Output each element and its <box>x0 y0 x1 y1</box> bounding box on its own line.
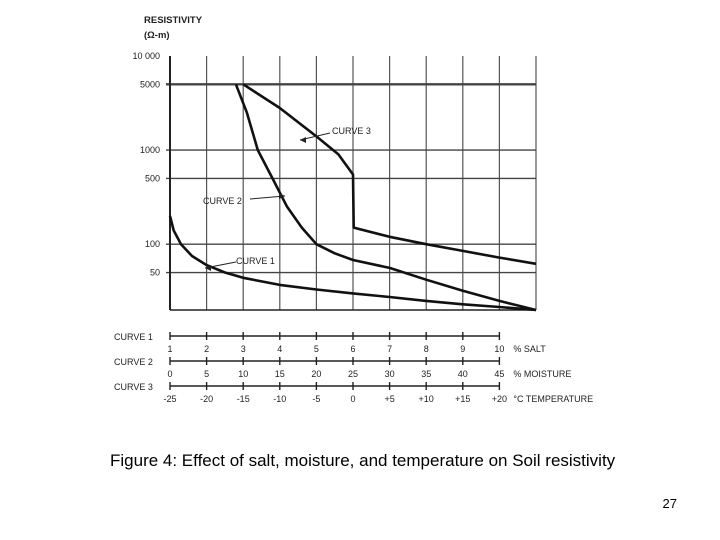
series-line-curve-2 <box>234 83 537 312</box>
x-tick-label: 10 <box>494 344 504 354</box>
y-tick-label: 50 <box>150 268 160 278</box>
chart-series: CURVE 1 CURVE 2 CURVE 3 <box>168 83 537 312</box>
y-axis-title: RESISTIVITY <box>144 15 203 26</box>
x-tick-label: +15 <box>455 394 470 404</box>
x-tick-label: 0 <box>350 394 355 404</box>
x-tick-label: -5 <box>312 394 320 404</box>
figure-caption: Figure 4: Effect of salt, moisture, and … <box>110 451 616 470</box>
x-tick-label: -25 <box>163 394 176 404</box>
x-tick-label: 5 <box>204 369 209 379</box>
series-line-curve-1 <box>168 215 537 312</box>
x-tick-label: 15 <box>275 369 285 379</box>
y-tick-label: 5000 <box>140 79 160 89</box>
x-tick-label: -20 <box>200 394 213 404</box>
x-tick-label: 25 <box>348 369 358 379</box>
series-line-curve-3 <box>242 83 537 266</box>
y-tick-label: 10 000 <box>132 51 160 61</box>
y-tick-label: 500 <box>145 173 160 183</box>
x-tick-label: +20 <box>492 394 507 404</box>
arrow-head-icon <box>205 265 211 271</box>
x-tick-label: 45 <box>494 369 504 379</box>
resistivity-chart: RESISTIVITY (Ω-m) 10 0005000100050010050… <box>114 15 593 404</box>
y-tick-label: 100 <box>145 239 160 249</box>
x-tick-label: 6 <box>350 344 355 354</box>
x-tick-label: +10 <box>419 394 434 404</box>
x-tick-label: 3 <box>241 344 246 354</box>
x-tick-label: 40 <box>458 369 468 379</box>
x-axis-name: CURVE 2 <box>114 357 153 367</box>
x-tick-label: +5 <box>384 394 394 404</box>
x-axis-unit-label: °C TEMPERATURE <box>513 394 593 404</box>
x-tick-label: 7 <box>387 344 392 354</box>
page-number: 27 <box>662 496 677 511</box>
arrow-head-icon <box>300 137 306 143</box>
x-tick-label: 5 <box>314 344 319 354</box>
x-axis-unit-label: % SALT <box>513 344 546 354</box>
x-tick-label: 4 <box>277 344 282 354</box>
x-tick-label: 20 <box>311 369 321 379</box>
x-tick-label: -15 <box>237 394 250 404</box>
x-tick-label: 10 <box>238 369 248 379</box>
arrow-head-icon <box>279 193 285 199</box>
x-tick-label: 1 <box>167 344 172 354</box>
chart-grid <box>166 56 537 311</box>
x-tick-label: 8 <box>424 344 429 354</box>
x-tick-label: 30 <box>385 369 395 379</box>
y-axis: RESISTIVITY (Ω-m) 10 000 5000 1000 500 100 50 <box>132 15 202 278</box>
curve-label: CURVE 2 <box>203 196 242 206</box>
x-tick-label: 9 <box>460 344 465 354</box>
y-tick-label: 1000 <box>140 145 160 155</box>
x-tick-label: 35 <box>421 369 431 379</box>
x-axis-unit-label: % MOISTURE <box>513 369 571 379</box>
x-tick-label: 2 <box>204 344 209 354</box>
y-axis-unit: (Ω-m) <box>144 30 170 41</box>
x-tick-label: -10 <box>273 394 286 404</box>
curve-label: CURVE 3 <box>332 126 371 136</box>
x-axis-name: CURVE 1 <box>114 332 153 342</box>
x-tick-label: 0 <box>167 369 172 379</box>
x-axis-name: CURVE 3 <box>114 382 153 392</box>
curve-label: CURVE 1 <box>236 256 275 266</box>
